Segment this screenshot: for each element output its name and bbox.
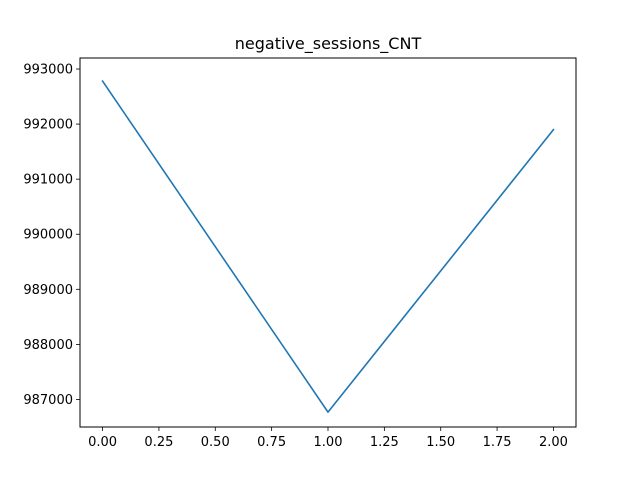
plot-frame [79,57,577,428]
x-tick-label: 0.50 [201,435,230,450]
y-tick-label: 993000 [23,63,73,78]
x-tick-label: 0.25 [144,435,173,450]
y-tick-label: 991000 [23,173,73,188]
y-tick-label: 989000 [23,283,73,298]
x-tick-label: 1.25 [370,435,399,450]
y-tick-label: 992000 [23,118,73,133]
x-tick-label: 2.00 [539,435,568,450]
x-tick-label: 1.75 [483,435,512,450]
x-tick-label: 0.75 [257,435,286,450]
x-tick-label: 1.50 [426,435,455,450]
y-tick-label: 990000 [23,228,73,243]
series-line [101,80,555,413]
x-tick-label: 0.00 [88,435,117,450]
axes: 0.00 0.25 0.50 0.75 1.00 1.25 1.50 1.75 2.00 9870… [23,63,568,450]
y-tick-label: 987000 [23,393,73,408]
x-tick-label: 1.00 [314,435,343,450]
y-tick-label: 988000 [23,338,73,353]
chart-title: negative_sessions_CNT [235,34,422,54]
series-layer [101,80,555,413]
